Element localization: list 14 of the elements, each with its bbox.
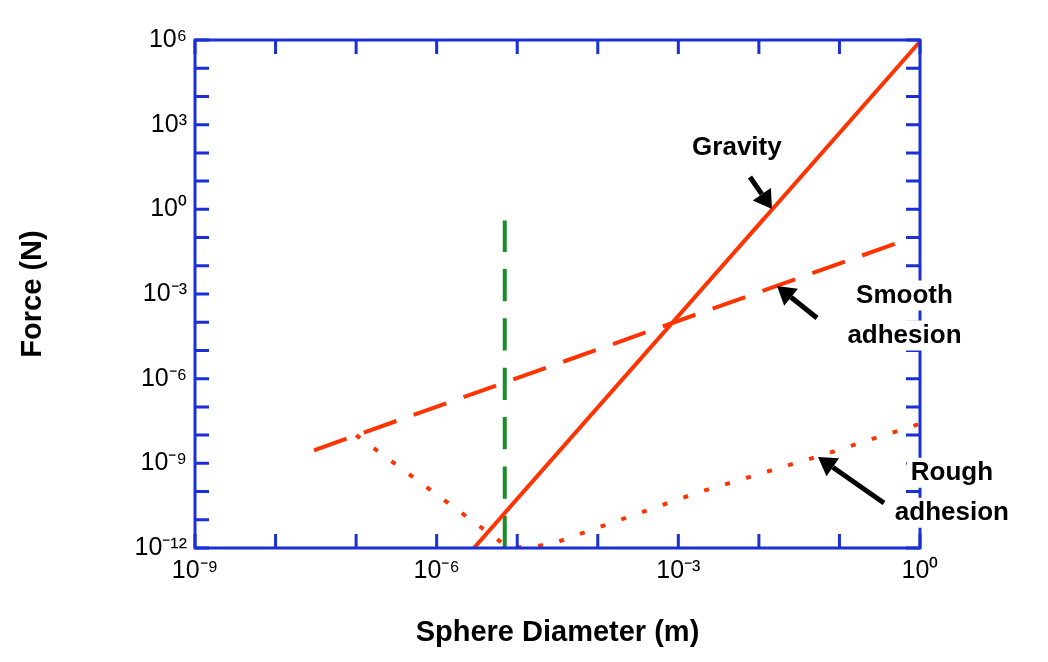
x-tick-label: 10⁻³ — [656, 554, 701, 583]
annotation: Rough adhesion — [894, 456, 1009, 526]
y-tick-label: 10⁻⁹ — [140, 447, 187, 476]
y-tick-label: 10⁶ — [148, 23, 187, 52]
annotation: Gravity — [692, 130, 783, 161]
y-tick-label: 10⁻³ — [142, 277, 187, 306]
y-tick-label: 10³ — [150, 108, 187, 137]
y-axis-title: Force (N) — [15, 230, 48, 358]
x-tick-label: 10⁻⁶ — [413, 554, 460, 583]
y-tick-label: 10⁰ — [150, 193, 187, 222]
x-axis-title: Sphere Diameter (m) — [415, 614, 700, 647]
annotation: Smooth adhesion — [847, 278, 962, 349]
x-tick-label: 10⁰ — [901, 554, 939, 583]
y-tick-label: 10⁻⁶ — [140, 362, 187, 391]
